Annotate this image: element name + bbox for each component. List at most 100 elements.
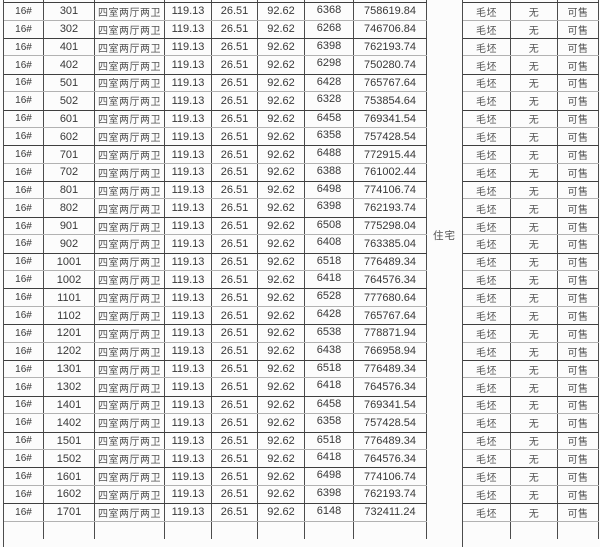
cell-inner-area	[258, 0, 305, 3]
cell-finish: 毛坯	[463, 182, 511, 199]
cell-shared-area: 26.51	[212, 485, 258, 504]
cell-finish: 毛坯	[463, 432, 511, 449]
cell-inner-area	[258, 521, 305, 539]
floor-group: 16# 601 四室两厅两卫 119.13 26.51 92.62 6458 7…	[4, 109, 427, 146]
cell-total-price: 778871.94	[354, 325, 427, 342]
cell-unit-price: 6398	[305, 485, 354, 504]
cell-inner-area: 92.62	[258, 449, 305, 468]
cell-inner-area: 92.62	[258, 378, 305, 396]
cell-room-number: 301	[44, 3, 95, 20]
cell-mortgage: 无	[511, 163, 558, 182]
cell-mortgage: 无	[511, 306, 558, 325]
table-row: 16# 1302 四室两厅两卫 119.13 26.51 92.62 6418 …	[4, 378, 427, 396]
cell-mortgage: 无	[511, 235, 558, 253]
floor-group: 毛坯 无 可售 毛坯 无 可售	[463, 181, 599, 217]
cell-shared-area: 26.51	[212, 235, 258, 253]
attributes-row: 毛坯 无 可售	[463, 504, 599, 522]
cell-unit-price: 6498	[305, 468, 354, 485]
cell-finish: 毛坯	[463, 110, 511, 127]
cell-unit-price: 6388	[305, 163, 354, 182]
cell-unit-price: 6428	[305, 306, 354, 325]
floor-group: 16# 401 四室两厅两卫 119.13 26.51 92.62 6398 7…	[4, 37, 427, 74]
cell-room-number: 1402	[44, 414, 95, 432]
floor-group: 16# 1201 四室两厅两卫 119.13 26.51 92.62 6538 …	[4, 324, 427, 360]
floor-group: 毛坯 无 可售 毛坯 无 可售	[463, 2, 599, 38]
cell-status: 可售	[558, 342, 599, 360]
cell-total-area: 119.13	[165, 253, 212, 271]
cell-room-number: 1601	[44, 468, 95, 485]
cell-unit-type: 四室两厅两卫	[95, 432, 165, 449]
cell-finish: 毛坯	[463, 289, 511, 306]
cell-total-price: 776489.34	[354, 432, 427, 449]
cell-unit-price: 6368	[305, 3, 354, 20]
cell-status: 可售	[558, 92, 599, 110]
cell-room-number: 1101	[44, 289, 95, 306]
cell-total-area: 119.13	[165, 199, 212, 217]
cell-mortgage: 无	[511, 56, 558, 74]
cell-room-number: 1201	[44, 325, 95, 342]
cell-unit-type: 四室两厅两卫	[95, 110, 165, 127]
cell-building: 16#	[4, 306, 44, 325]
cell-total-area: 119.13	[165, 56, 212, 74]
cell-building: 16#	[4, 127, 44, 146]
cell-total-area: 119.13	[165, 289, 212, 306]
cell-status	[558, 521, 599, 539]
attributes-row: 毛坯 无 可售	[463, 74, 599, 93]
cell-status: 可售	[558, 504, 599, 521]
cell-total-price: 774106.74	[354, 468, 427, 485]
floor-group: 毛坯 无 可售 毛坯 无 可售	[463, 467, 599, 504]
cell-total-price: 757428.54	[354, 127, 427, 146]
cell-inner-area: 92.62	[258, 3, 305, 20]
cell-total-area: 119.13	[165, 127, 212, 146]
attributes-row: 毛坯 无 可售	[463, 468, 599, 486]
table-row: 16# 1502 四室两厅两卫 119.13 26.51 92.62 6418 …	[4, 449, 427, 468]
cell-inner-area: 92.62	[258, 199, 305, 217]
cell-building	[4, 0, 44, 3]
attributes-row: 毛坯 无 可售	[463, 396, 599, 415]
attributes-row: 毛坯 无 可售	[463, 235, 599, 253]
cell-total-area: 119.13	[165, 110, 212, 127]
table-row: 16# 1401 四室两厅两卫 119.13 26.51 92.62 6458 …	[4, 396, 427, 415]
table-row: 16# 802 四室两厅两卫 119.13 26.51 92.62 6398 7…	[4, 199, 427, 217]
floor-group: 16# 1101 四室两厅两卫 119.13 26.51 92.62 6528 …	[4, 288, 427, 325]
cell-total-area: 119.13	[165, 449, 212, 468]
cell-finish: 毛坯	[463, 56, 511, 74]
cell-room-number: 1001	[44, 253, 95, 271]
cell-total-price: 762193.74	[354, 485, 427, 504]
cell-mortgage: 无	[511, 342, 558, 360]
cell-building: 16#	[4, 289, 44, 306]
cell-finish: 毛坯	[463, 306, 511, 325]
cell-total-price: 772915.44	[354, 146, 427, 163]
table-row: 16# 1101 四室两厅两卫 119.13 26.51 92.62 6528 …	[4, 289, 427, 307]
cell-total-area: 119.13	[165, 74, 212, 92]
table-row: 16# 1402 四室两厅两卫 119.13 26.51 92.62 6358 …	[4, 414, 427, 432]
cell-mortgage: 无	[511, 378, 558, 396]
cell-unit-type: 四室两厅两卫	[95, 163, 165, 182]
cell-status: 可售	[558, 485, 599, 504]
cell-unit-type: 四室两厅两卫	[95, 253, 165, 271]
table-row	[4, 521, 427, 539]
cell-shared-area: 26.51	[212, 56, 258, 74]
table-row: 16# 601 四室两厅两卫 119.13 26.51 92.62 6458 7…	[4, 110, 427, 128]
cell-total-area: 119.13	[165, 414, 212, 432]
cell-total-area: 119.13	[165, 306, 212, 325]
cell-inner-area: 92.62	[258, 92, 305, 110]
cell-unit-price	[305, 521, 354, 539]
cell-unit-price: 6488	[305, 146, 354, 163]
cell-shared-area: 26.51	[212, 396, 258, 414]
cell-inner-area: 92.62	[258, 289, 305, 306]
table-row: 16# 1501 四室两厅两卫 119.13 26.51 92.62 6518 …	[4, 432, 427, 450]
attributes-row: 毛坯 无 可售	[463, 342, 599, 360]
cell-shared-area: 26.51	[212, 432, 258, 449]
cell-finish: 毛坯	[463, 414, 511, 432]
cell-finish: 毛坯	[463, 253, 511, 271]
cell-unit-type: 四室两厅两卫	[95, 20, 165, 38]
cell-finish: 毛坯	[463, 20, 511, 38]
cell-shared-area: 26.51	[212, 449, 258, 468]
cell-status: 可售	[558, 306, 599, 325]
cell-mortgage: 无	[511, 253, 558, 271]
attributes-row: 毛坯 无 可售	[463, 325, 599, 343]
attributes-row: 毛坯 无 可售	[463, 378, 599, 396]
floor-group: 16# 301 四室两厅两卫 119.13 26.51 92.62 6368 7…	[4, 2, 427, 38]
cell-status: 可售	[558, 271, 599, 289]
